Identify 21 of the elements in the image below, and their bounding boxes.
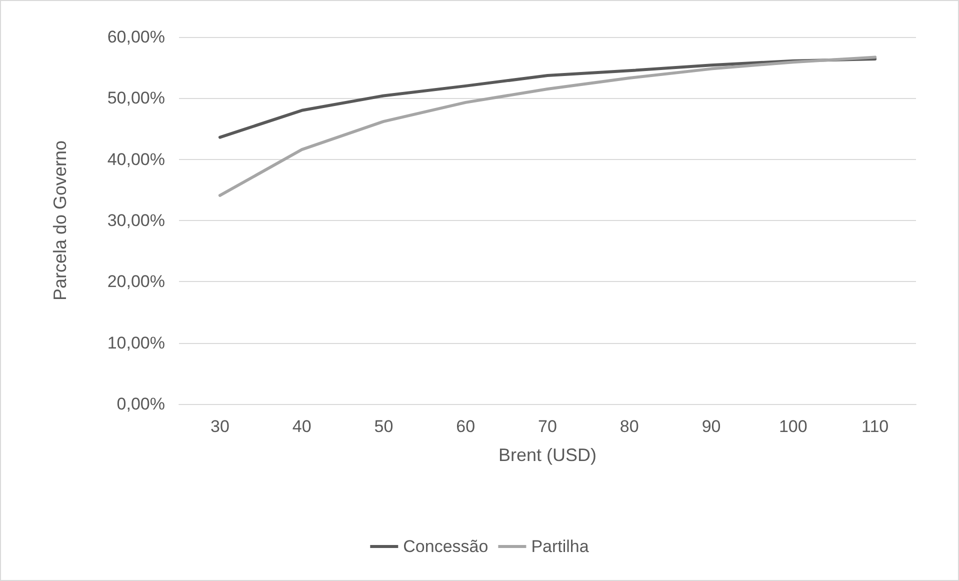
line-series bbox=[218, 56, 877, 197]
y-tick-label: 40,00% bbox=[107, 150, 165, 169]
y-tick-label: 60,00% bbox=[107, 28, 165, 46]
y-tick-label: 0,00% bbox=[116, 394, 165, 414]
x-tick-label: 40 bbox=[292, 417, 312, 436]
y-tick-label: 20,00% bbox=[107, 272, 165, 292]
legend-label: Concessão bbox=[403, 537, 488, 556]
legend-label: Partilha bbox=[531, 537, 590, 556]
y-tick-label: 50,00% bbox=[107, 88, 165, 108]
x-tick-label: 100 bbox=[778, 417, 808, 436]
x-tick-label: 60 bbox=[456, 417, 476, 436]
x-tick-label: 90 bbox=[702, 417, 721, 436]
y-tick-label: 10,00% bbox=[107, 333, 165, 352]
x-tick-label: 30 bbox=[210, 417, 230, 436]
x-tick-label: 70 bbox=[538, 417, 557, 436]
x-tick-label: 50 bbox=[374, 417, 394, 436]
x-axis-title: Brent (USD) bbox=[498, 445, 597, 465]
y-axis-title: Parcela do Governo bbox=[50, 140, 70, 301]
x-tick-label: 80 bbox=[620, 417, 639, 436]
y-tick-label: 30,00% bbox=[107, 211, 165, 230]
x-tick-label: 110 bbox=[862, 417, 889, 436]
